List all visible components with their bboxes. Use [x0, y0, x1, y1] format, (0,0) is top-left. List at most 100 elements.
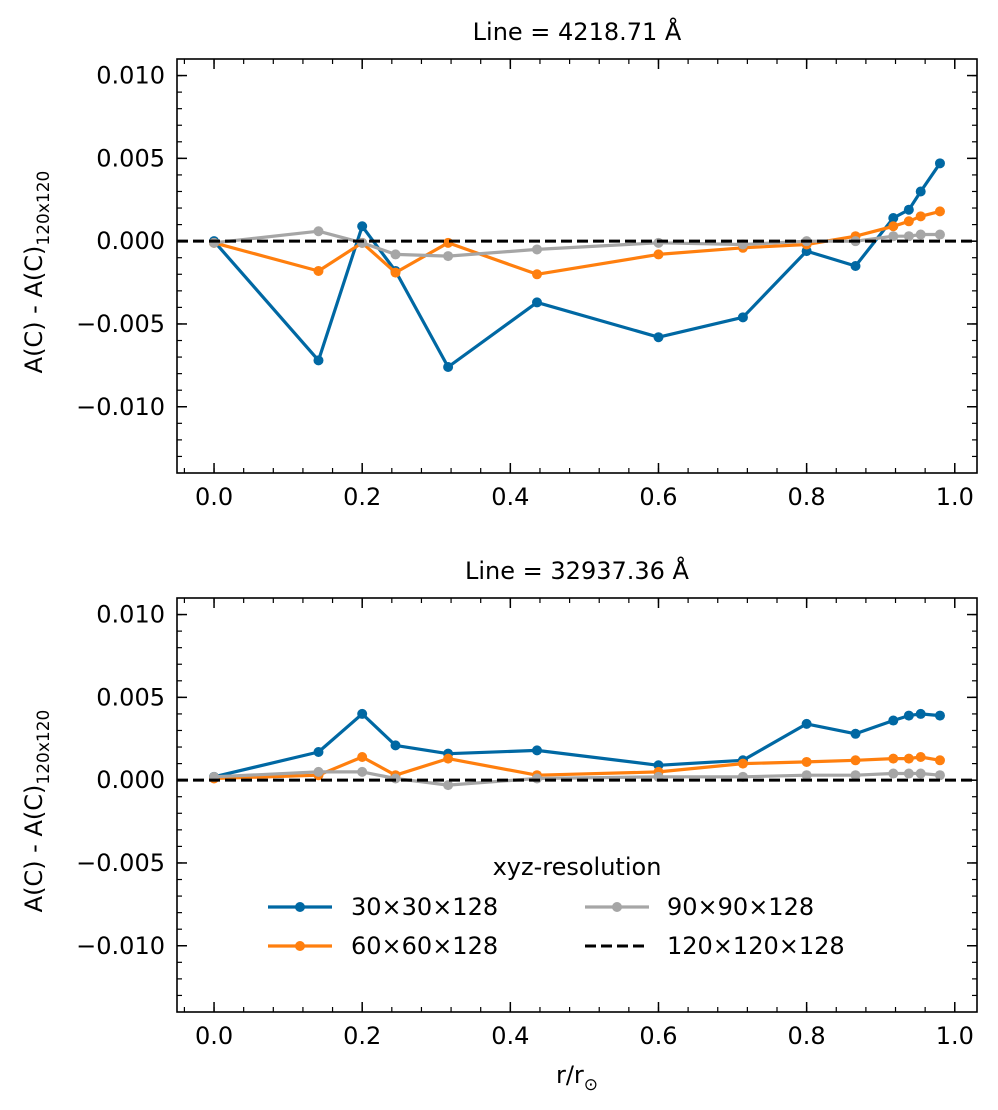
chart-title-bottom: Line = 32937.36 Å	[465, 556, 690, 585]
data-point-s30-top	[532, 297, 542, 308]
legend: xyz-resolution 30×30×128 90×90×128 60×60…	[268, 853, 845, 960]
x-tick-label-top: 0.8	[788, 483, 826, 511]
data-point-s30-bottom	[801, 718, 812, 729]
x-tick-label-bottom: 0.0	[195, 1022, 233, 1050]
legend-entry-120: 120×120×128	[585, 932, 845, 960]
data-point-s90-bottom	[934, 770, 945, 781]
legend-label-120: 120×120×128	[667, 932, 845, 960]
data-point-s60-bottom	[737, 758, 748, 769]
x-tick-label-bottom: 0.8	[788, 1022, 826, 1050]
data-point-s30-top	[737, 312, 748, 323]
legend-entry-60: 60×60×128	[268, 932, 498, 960]
chart-title-top: Line = 4218.71 Å	[473, 17, 682, 46]
y-tick-label-bottom: 0.005	[96, 683, 165, 711]
legend-label-60: 60×60×128	[351, 932, 498, 960]
data-point-s30-bottom	[313, 747, 324, 758]
data-point-s60-top	[390, 267, 401, 278]
data-point-s90-top	[209, 237, 220, 248]
data-point-s30-top	[888, 212, 899, 223]
series-line-s30-bottom	[213, 712, 941, 779]
plot-frame-bottom	[176, 597, 978, 1013]
legend-marker-30	[295, 902, 305, 912]
data-point-s60-top	[903, 216, 914, 227]
y-axis-label-top: A(C) - A(C)120x120	[20, 171, 54, 374]
data-point-s60-top	[653, 249, 664, 260]
data-point-s60-top	[915, 211, 926, 222]
data-point-s90-top	[313, 226, 324, 237]
data-point-s90-bottom	[313, 766, 324, 777]
data-point-s90-bottom	[443, 780, 454, 791]
data-point-s60-top	[443, 237, 454, 248]
data-point-s60-bottom	[903, 753, 914, 764]
legend-title: xyz-resolution	[493, 853, 662, 881]
data-point-s30-top	[443, 362, 454, 373]
x-axis-label-bottom: r/r⊙	[556, 1061, 598, 1095]
data-point-s60-bottom	[850, 755, 861, 766]
data-point-s60-bottom	[357, 751, 368, 762]
data-point-s90-top	[443, 251, 454, 262]
data-point-s30-top	[357, 221, 368, 232]
data-point-s30-bottom	[532, 745, 542, 756]
y-tick-label-top: −0.010	[76, 393, 165, 421]
data-point-s90-bottom	[903, 768, 914, 779]
data-point-s90-top	[915, 229, 926, 240]
legend-entry-30: 30×30×128	[268, 893, 498, 921]
legend-label-30: 30×30×128	[351, 893, 498, 921]
data-point-s30-top	[934, 158, 945, 169]
legend-label-90: 90×90×128	[667, 893, 814, 921]
x-tick-label-bottom: 0.2	[343, 1022, 381, 1050]
x-tick-label-top: 1.0	[936, 483, 974, 511]
x-tick-label-top: 0.2	[343, 483, 381, 511]
x-tick-label-bottom: 0.4	[491, 1022, 529, 1050]
y-tick-label-bottom: 0.000	[96, 766, 165, 794]
data-point-s90-top	[934, 229, 945, 240]
series-line-s90-top	[213, 229, 940, 258]
x-tick-label-top: 0.6	[639, 483, 677, 511]
data-point-s90-bottom	[532, 773, 542, 784]
data-point-s30-bottom	[903, 710, 914, 721]
data-point-s30-bottom	[934, 710, 945, 721]
data-point-s30-bottom	[390, 740, 401, 751]
data-point-s60-top	[934, 206, 945, 217]
x-tick-label-top: 0.4	[491, 483, 529, 511]
y-tick-label-top: 0.010	[96, 62, 165, 90]
data-point-s60-bottom	[443, 753, 454, 764]
legend-marker-60	[295, 941, 305, 951]
data-point-s30-top	[903, 204, 914, 215]
data-point-s90-bottom	[850, 770, 861, 781]
series-line-s30-top	[212, 162, 942, 369]
data-point-s90-top	[532, 244, 542, 255]
data-point-s30-top	[653, 332, 664, 343]
x-tick-label-bottom: 1.0	[936, 1022, 974, 1050]
y-tick-label-bottom: 0.010	[96, 601, 165, 629]
data-point-s90-top	[357, 237, 368, 248]
data-point-s90-bottom	[357, 766, 368, 777]
y-tick-label-top: 0.000	[96, 227, 165, 255]
data-point-s30-top	[915, 186, 926, 197]
data-point-s90-top	[390, 249, 401, 260]
data-point-s60-bottom	[934, 755, 945, 766]
y-tick-label-top: 0.005	[96, 144, 165, 172]
y-tick-label-top: −0.005	[76, 310, 165, 338]
y-axis-label-bottom: A(C) - A(C)120x120	[20, 710, 54, 913]
data-point-s90-bottom	[801, 770, 812, 781]
chart-panel-top: Line = 4218.71 Å A(C) - A(C)120x120 0.0 0…	[20, 17, 978, 511]
data-point-s30-bottom	[850, 728, 861, 739]
legend-entry-90: 90×90×128	[585, 893, 814, 921]
data-point-s90-top	[903, 231, 914, 242]
plot-frame-top	[176, 58, 978, 474]
data-point-s30-top	[850, 261, 861, 271]
data-point-s30-top	[313, 355, 324, 366]
data-point-s90-bottom	[888, 768, 899, 779]
data-point-s60-top	[888, 221, 899, 232]
data-point-s60-bottom	[801, 756, 812, 767]
chart-panel-bottom: Line = 32937.36 Å A(C) - A(C)120x120 r/r…	[20, 556, 978, 1095]
data-point-s30-bottom	[357, 708, 368, 719]
x-tick-label-top: 0.0	[195, 483, 233, 511]
legend-marker-90	[612, 902, 622, 912]
data-point-s60-top	[313, 265, 324, 276]
data-point-s90-top	[888, 231, 899, 242]
y-tick-label-bottom: −0.010	[76, 932, 165, 960]
data-point-s30-bottom	[888, 715, 899, 726]
series-line-s60-top	[213, 209, 941, 276]
